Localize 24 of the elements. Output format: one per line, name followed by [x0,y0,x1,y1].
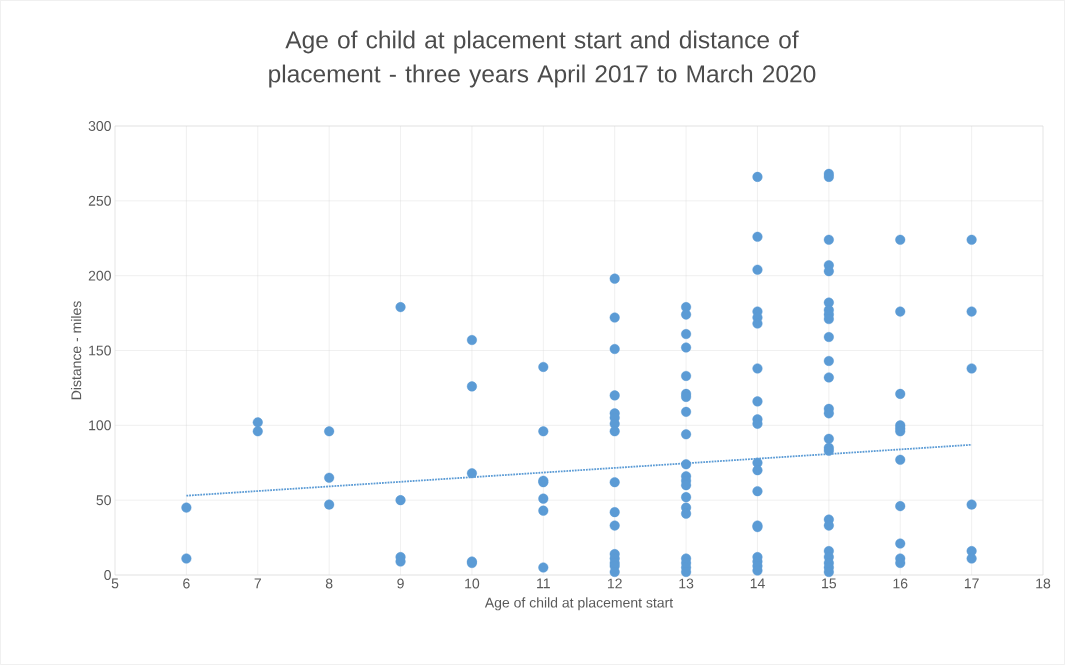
x-tick-label: 14 [750,578,765,589]
x-tick-label: 11 [537,578,550,589]
x-tick-label: 17 [964,578,979,589]
y-tick-label: 250 [88,195,111,206]
x-axis-title: Age of child at placement start [484,597,674,611]
y-axis-title: Distance - miles [70,301,82,400]
x-tick-label: 16 [893,578,908,589]
x-tick-label: 8 [325,578,333,589]
x-tick-label: 18 [1036,578,1051,589]
x-tick-label: 10 [465,578,480,589]
chart-title: Age of child at placement start and distance of placement - three years April 2017 to March 2020 [269,30,816,88]
x-tick-label: 9 [397,578,404,589]
y-tick-label: 200 [88,270,111,281]
x-tick-label: 6 [183,578,190,589]
y-tick-label: 50 [96,495,111,506]
y-tick-label: 300 [88,121,111,131]
x-tick-label: 12 [607,578,622,589]
x-tick-label: 7 [254,578,261,589]
x-tick-label: 13 [679,578,694,589]
y-tick-label: 150 [89,345,111,356]
y-tick-label: 0 [104,570,111,580]
x-tick-label: 15 [822,578,837,589]
y-tick-label: 100 [89,420,111,431]
x-tick-label: 5 [111,578,119,589]
